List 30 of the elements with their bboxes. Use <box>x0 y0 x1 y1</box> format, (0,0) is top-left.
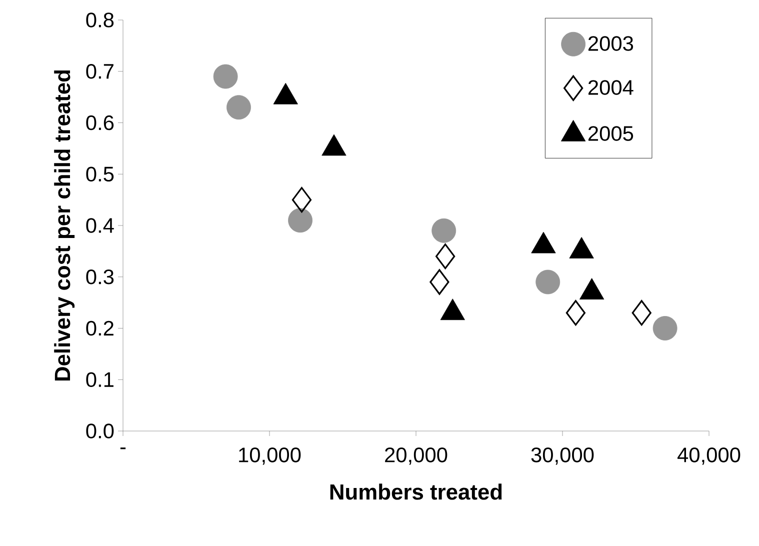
point <box>430 269 450 295</box>
y-tick-label: 0.5 <box>86 166 114 182</box>
y-tick-label: 0.4 <box>86 218 114 233</box>
point <box>436 244 456 270</box>
point <box>213 64 238 89</box>
x-tick-label: 30,000 <box>531 448 594 465</box>
point <box>566 300 586 326</box>
y-axis-title: Delivery cost per child treated <box>54 70 75 381</box>
y-tick-label: 0.2 <box>86 320 114 336</box>
x-tick-label: 10,000 <box>239 448 301 465</box>
x-tick-label: 40,000 <box>677 448 740 465</box>
y-tick-label: 0.0 <box>86 424 114 438</box>
point <box>288 208 312 233</box>
point <box>226 95 251 120</box>
x-tick-label: 20,000 <box>385 448 448 465</box>
point <box>432 218 456 243</box>
y-tick-label: 0.8 <box>86 12 114 28</box>
legend-label: 2003 <box>588 36 634 51</box>
x-tick-label: - <box>120 448 126 450</box>
y-tick-label: 0.1 <box>86 372 114 388</box>
point <box>632 300 652 326</box>
y-tick-label: 0.7 <box>86 64 114 79</box>
point <box>652 316 678 340</box>
y-tick-label: 0.3 <box>86 269 114 284</box>
point <box>536 270 560 294</box>
y-tick-label: 0.6 <box>86 115 114 130</box>
point <box>292 187 312 213</box>
legend-label: 2005 <box>588 126 634 141</box>
x-axis-title: Numbers treated <box>330 484 502 500</box>
legend-label: 2004 <box>588 80 634 95</box>
